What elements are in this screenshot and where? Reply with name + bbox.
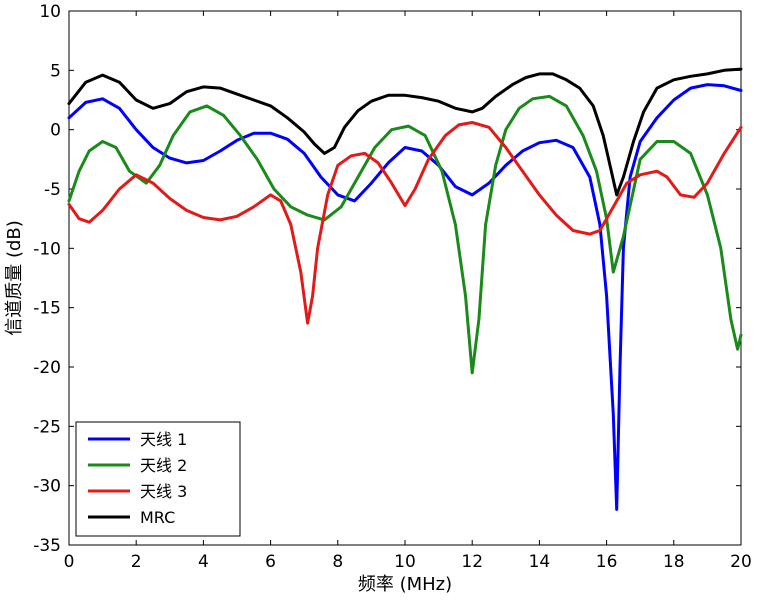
x-tick-label: 2 [131, 552, 142, 572]
series-layer [67, 67, 743, 511]
x-tick-label: 16 [596, 552, 618, 572]
x-tick-label: 0 [64, 552, 75, 572]
y-tick-label: 10 [39, 2, 61, 22]
x-tick-label: 4 [198, 552, 209, 572]
legend-label-3: MRC [140, 508, 175, 527]
y-axis-label: 信道质量 (dB) [4, 220, 25, 336]
legend-label-1: 天线 2 [140, 456, 187, 475]
y-tick-label: 0 [50, 121, 61, 141]
x-tick-label: 8 [332, 552, 343, 572]
x-tick-label: 14 [529, 552, 551, 572]
y-tick-label: -25 [33, 417, 61, 437]
series-line-2 [67, 121, 743, 325]
y-axis-ticks: 10 5 0 -5 -10 -15 -20 -25 -30 -35 [33, 2, 741, 556]
y-tick-label: -5 [44, 180, 61, 200]
series-line-0 [67, 83, 743, 511]
series-line-1 [67, 94, 743, 375]
x-tick-label: 10 [394, 552, 416, 572]
y-tick-label: 5 [50, 61, 61, 81]
series-line-3 [67, 67, 743, 197]
y-tick-label: -35 [33, 536, 61, 556]
y-tick-label: -15 [33, 299, 61, 319]
x-tick-label: 6 [265, 552, 276, 572]
y-tick-label: -10 [33, 239, 61, 259]
y-tick-label: -20 [33, 358, 61, 378]
x-axis-ticks: 0 2 4 6 8 10 12 14 16 18 20 [64, 11, 752, 572]
legend-label-0: 天线 1 [140, 430, 187, 449]
x-tick-label: 12 [461, 552, 483, 572]
x-axis-label: 频率 (MHz) [358, 574, 452, 595]
x-tick-label: 18 [663, 552, 685, 572]
y-tick-label: -30 [33, 477, 61, 497]
x-tick-label: 20 [730, 552, 752, 572]
legend-label-2: 天线 3 [140, 482, 187, 501]
legend: 天线 1 天线 2 天线 3 MRC [75, 421, 241, 537]
